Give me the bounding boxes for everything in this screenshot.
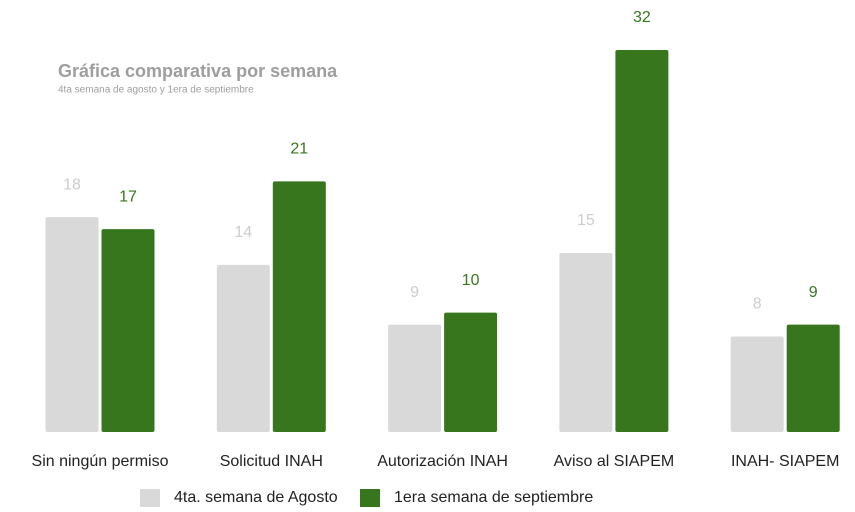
x-tick-label: Aviso al SIAPEM: [554, 453, 675, 470]
bar: [272, 181, 326, 432]
chart-title: Gráfica comparativa por semana: [58, 61, 338, 81]
legend-swatch: [140, 489, 160, 507]
data-label: 8: [753, 296, 762, 313]
x-tick-label: Sin ningún permiso: [32, 453, 169, 470]
bar: [786, 324, 840, 432]
x-tick-label: Solicitud INAH: [220, 453, 323, 470]
bar: [216, 264, 270, 432]
bar: [444, 312, 498, 432]
data-label: 18: [63, 176, 81, 193]
data-label: 9: [410, 284, 419, 301]
data-label: 21: [290, 141, 308, 158]
bar: [101, 229, 155, 432]
legend-swatch: [360, 489, 380, 507]
x-tick-label: INAH- SIAPEM: [731, 453, 839, 470]
bar: [388, 324, 442, 432]
x-tick-label: Autorización INAH: [377, 453, 508, 470]
data-label: 17: [119, 188, 137, 205]
chart-subtitle: 4ta semana de agosto y 1era de septiembr…: [58, 85, 254, 96]
bar: [559, 252, 613, 432]
bar: [45, 217, 99, 432]
bar: [730, 336, 784, 432]
data-label: 10: [462, 272, 480, 289]
legend-label: 1era semana de septiembre: [394, 489, 593, 506]
data-label: 9: [809, 284, 818, 301]
data-label: 14: [234, 224, 252, 241]
data-label: 15: [577, 212, 595, 229]
bar: [615, 50, 669, 432]
legend-label: 4ta. semana de Agosto: [174, 489, 338, 506]
data-label: 32: [633, 9, 651, 26]
